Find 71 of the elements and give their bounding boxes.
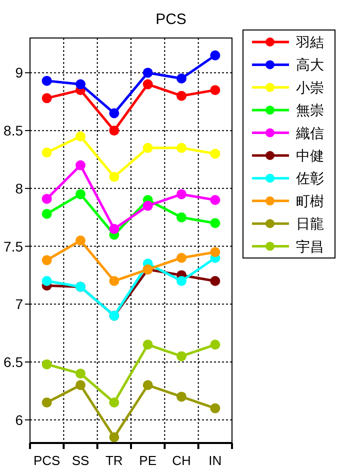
point: [176, 276, 186, 286]
point: [176, 252, 186, 263]
point: [76, 131, 86, 142]
point: [210, 218, 220, 228]
chart-title: PCS: [156, 11, 186, 28]
legend-label: 宇昌: [296, 238, 324, 254]
point: [210, 195, 220, 205]
y-tick-label: 7.5: [4, 238, 24, 254]
point: [109, 126, 120, 136]
point: [210, 403, 220, 414]
point: [142, 340, 153, 350]
point: [42, 359, 52, 370]
legend-label: 織信: [295, 124, 324, 141]
legend-label: 小崇: [296, 79, 324, 96]
point: [42, 76, 52, 86]
point: [76, 79, 86, 90]
point: [176, 74, 186, 84]
point: [42, 276, 52, 286]
point: [42, 93, 52, 104]
point: [42, 255, 52, 266]
y-tick-label: 6.5: [4, 354, 24, 370]
point: [210, 247, 220, 258]
legend-label: 日龍: [296, 216, 324, 232]
point: [176, 189, 186, 200]
y-tick-label: 7: [15, 296, 24, 312]
point: [176, 212, 186, 222]
y-tick-label: 8: [15, 180, 24, 196]
point: [109, 398, 120, 408]
point: [176, 392, 186, 402]
point: [42, 194, 52, 204]
point: [76, 236, 86, 246]
point: [76, 160, 86, 170]
x-tick-label: TR: [105, 453, 123, 468]
legend-label: 高大: [296, 56, 324, 73]
legend-label: 町樹: [296, 192, 324, 209]
point: [142, 200, 153, 211]
x-tick-label: SS: [72, 453, 90, 468]
point: [176, 142, 186, 153]
point: [42, 208, 52, 219]
point: [76, 380, 86, 390]
point: [210, 148, 220, 159]
x-tick-label: IN: [208, 453, 222, 468]
point: [142, 142, 153, 153]
point: [109, 172, 120, 182]
point: [109, 108, 120, 118]
legend-label: 無崇: [296, 102, 324, 118]
point: [76, 368, 86, 379]
x-tick-label: PCS: [33, 453, 61, 468]
x-tick-label: CH: [172, 453, 191, 468]
point: [142, 380, 153, 390]
point: [109, 276, 120, 286]
point: [42, 148, 52, 158]
legend-label: 羽結: [295, 34, 324, 50]
point: [210, 85, 220, 96]
point: [210, 276, 220, 286]
point: [109, 432, 120, 442]
point: [109, 224, 120, 234]
point: [210, 340, 220, 350]
point: [142, 68, 153, 78]
point: [176, 90, 186, 101]
point: [210, 50, 220, 60]
legend-label: 佐彰: [296, 170, 324, 186]
y-tick-label: 6: [15, 412, 24, 428]
point: [76, 189, 86, 200]
legend-label: 中健: [296, 148, 324, 164]
point: [176, 351, 186, 362]
y-tick-label: 8.5: [4, 122, 24, 139]
point: [142, 79, 153, 90]
y-tick-label: 9: [15, 64, 24, 81]
point: [42, 398, 52, 408]
x-tick-label: PE: [139, 453, 157, 468]
